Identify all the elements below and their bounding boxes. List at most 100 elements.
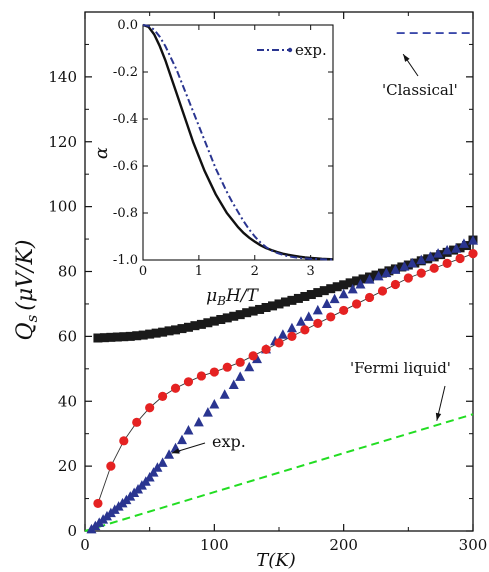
circle-point [455, 253, 465, 264]
y-tick-label: 100 [48, 198, 77, 216]
square-point [313, 288, 323, 298]
triangle-point [177, 434, 187, 445]
square-point [93, 333, 103, 343]
triangle-point [252, 353, 263, 364]
triangle-point [157, 457, 168, 467]
annotation-fermi-liquid: 'Fermi liquid' [350, 359, 451, 377]
inset-theory-curve [142, 23, 334, 261]
circle-point [300, 325, 310, 335]
x-tick-label: 0 [80, 536, 90, 554]
square-point [306, 290, 316, 300]
circle-point [106, 461, 116, 471]
circle-point [222, 362, 232, 372]
triangle-point [321, 298, 332, 308]
circle-point [158, 391, 168, 401]
triangle-point [277, 329, 288, 339]
y-tick-label: 0 [67, 522, 77, 540]
square-point [209, 316, 219, 326]
triangle-point [338, 288, 349, 299]
inset-y-tick-label: -1.0 [113, 253, 138, 268]
inset-plot: 0 1 2 3 0.0 -0.2 -0.4 -0.6 -0.8 -1.0 [113, 18, 334, 279]
square-point [196, 319, 206, 329]
square-point [112, 332, 122, 342]
inset-y-tick-label: -0.4 [113, 112, 138, 127]
circle-point [248, 351, 258, 361]
triangle-point [235, 371, 246, 381]
square-point [99, 333, 109, 343]
square-point [119, 332, 129, 342]
triangle-point [244, 361, 255, 372]
square-point [280, 297, 290, 307]
triangle-point [228, 379, 239, 390]
circle-point [377, 286, 388, 296]
square-point [216, 315, 226, 325]
square-point [125, 331, 135, 341]
triangle-point [458, 238, 469, 248]
axis-labels: Qs(μV/K) T(K) μBH/T α [13, 147, 296, 571]
y-tick-label: 20 [58, 457, 77, 475]
x-tick-label: 300 [459, 536, 488, 554]
triangle-point [451, 243, 462, 253]
inset-y-tick-label: -0.2 [113, 65, 138, 80]
triangle-point [399, 261, 410, 271]
triangle-point [303, 311, 314, 321]
triangle-point [219, 389, 230, 399]
inset-x-tick-label: 3 [307, 264, 315, 279]
circle-point [119, 436, 129, 446]
inset-y-tick-label: 0.0 [117, 18, 138, 33]
triangle-point [390, 264, 401, 274]
inset-x-tick-label: 0 [139, 264, 147, 279]
square-point [352, 276, 362, 286]
triangle-point [468, 235, 478, 245]
triangle-point [433, 248, 444, 258]
square-point [268, 301, 278, 311]
triangle-point [144, 471, 155, 482]
circle-point [145, 403, 155, 413]
inset-x-tick-label: 1 [195, 264, 203, 279]
triangle-point [152, 462, 163, 472]
main-y-axis-label: Qs(μV/K) [13, 240, 41, 341]
triangle-point [193, 416, 204, 427]
square-point [164, 326, 174, 336]
inset-x-axis-label: μBH/T [206, 286, 259, 308]
square-point [403, 260, 413, 270]
triangle-point [183, 424, 194, 435]
triangle-point [148, 467, 159, 477]
annotations: 'Classical' 'Fermi liquid' exp. exp. [212, 41, 458, 451]
triangle-point [381, 267, 392, 278]
square-point [106, 332, 116, 342]
triangle-point [295, 316, 306, 326]
annotation-exp: exp. [212, 432, 246, 451]
square-point [158, 327, 168, 337]
square-point [203, 318, 213, 328]
circle-point [442, 258, 452, 268]
x-tick-label: 100 [200, 536, 229, 554]
y-tick-label: 60 [58, 327, 77, 345]
inset-y-axis-label: α [91, 147, 112, 159]
triangle-point [312, 304, 323, 315]
square-point [229, 311, 239, 321]
circle-point [93, 498, 103, 509]
square-point [358, 274, 368, 284]
triangle-point [373, 270, 384, 281]
circle-point [313, 318, 323, 328]
main-x-axis-label: T(K) [256, 550, 296, 571]
inset-legend-label: exp. [295, 41, 327, 59]
triangle-point [416, 254, 427, 265]
circle-point [390, 279, 400, 290]
square-point [151, 328, 161, 338]
square-point [339, 280, 349, 290]
circle-point [209, 367, 219, 377]
circle-point [274, 338, 284, 348]
circle-point [429, 263, 439, 273]
square-point [326, 284, 336, 294]
circle-point [339, 305, 349, 316]
annotation-arrow-head [403, 54, 410, 62]
triangle-point [202, 407, 213, 417]
triangle-point [329, 293, 340, 304]
triangle-point [442, 244, 453, 255]
square-point [384, 266, 394, 276]
inset-frame [142, 24, 334, 261]
